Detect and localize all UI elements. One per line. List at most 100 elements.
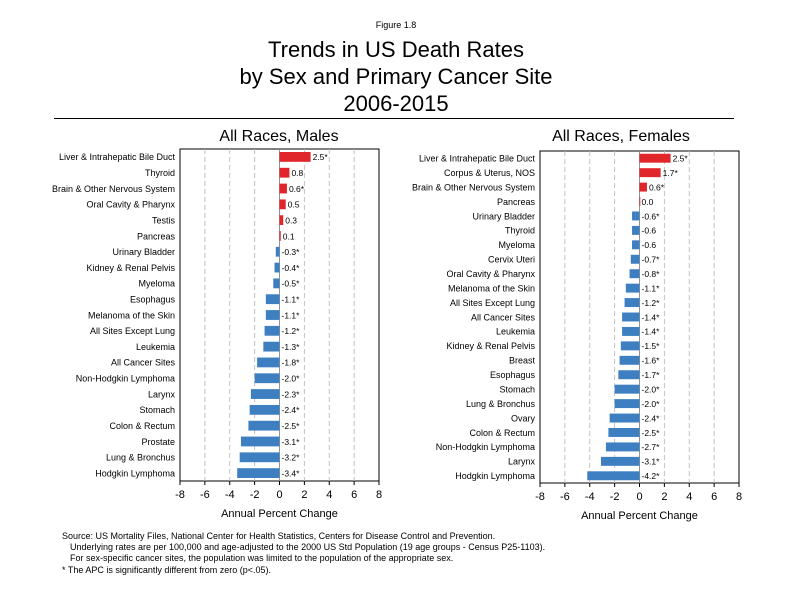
figure-label: Figure 1.8 (375, 20, 417, 30)
females-value-label: -1.1* (642, 283, 661, 293)
males-category-label: Hodgkin Lymphoma (95, 468, 175, 478)
males-value-label: -2.3* (282, 389, 301, 399)
males-value-label: -2.4* (282, 405, 301, 415)
males-value-label: 0.3 (285, 215, 297, 225)
title-line-3: 2006-2015 (343, 91, 449, 116)
males-x-axis-label: Annual Percent Change (221, 508, 338, 520)
males-x-tick-label: 6 (351, 489, 357, 501)
males-value-label: -0.4* (282, 263, 301, 273)
males-x-tick-label: 8 (376, 489, 382, 501)
males-category-label: Liver & Intrahepatic Bile Duct (59, 152, 176, 162)
males-category-label: Prostate (141, 437, 175, 447)
males-category-label: Urinary Bladder (112, 247, 175, 257)
males-bar (279, 215, 284, 226)
males-bar (274, 262, 280, 273)
males-category-label: Colon & Rectum (109, 421, 175, 431)
males-category-label: Thyroid (145, 168, 175, 178)
males-value-label: -1.2* (282, 326, 301, 336)
males-category-label: Esophagus (130, 294, 176, 304)
females-value-label: -2.5* (642, 428, 661, 438)
males-bar (257, 357, 280, 368)
males-bar (279, 231, 281, 241)
males-x-tick-label: -8 (175, 489, 185, 501)
females-value-label: 0.0 (642, 197, 654, 207)
females-bar (622, 312, 640, 322)
males-bar (263, 341, 280, 352)
males-category-label: Oral Cavity & Pharynx (86, 200, 175, 210)
males-category-label: Lung & Bronchus (106, 453, 176, 463)
page-title: Trends in US Death Rates by Sex and Prim… (0, 36, 792, 117)
males-bar (250, 389, 280, 399)
females-value-label: -3.1* (642, 457, 661, 467)
males-bar (279, 183, 287, 194)
females-x-tick-label: -8 (535, 491, 545, 503)
females-value-label: -2.0* (642, 399, 661, 409)
males-category-label: Melanoma of the Skin (88, 310, 175, 320)
females-value-label: -2.4* (642, 413, 661, 423)
females-x-tick-label: 6 (711, 491, 717, 503)
females-x-tick-label: 2 (661, 491, 667, 503)
males-value-label: 0.8 (291, 168, 303, 178)
females-bar (624, 298, 640, 308)
females-value-label: -1.4* (642, 327, 661, 337)
males-value-label: 0.6* (289, 184, 305, 194)
females-category-label: Urinary Bladder (472, 211, 535, 221)
males-value-label: -3.2* (282, 453, 301, 463)
males-x-tick-label: 4 (326, 489, 332, 501)
males-category-label: Leukemia (136, 342, 175, 352)
males-value-label: -1.3* (282, 342, 301, 352)
males-bar (265, 310, 280, 320)
females-category-label: Corpus & Uterus, NOS (444, 168, 535, 178)
males-category-label: All Sites Except Lung (90, 326, 175, 336)
females-value-label: -2.0* (642, 384, 661, 394)
males-value-label: -0.3* (282, 247, 301, 257)
females-value-label: -2.7* (642, 442, 661, 452)
females-bar (587, 471, 640, 481)
males-bar (279, 152, 311, 162)
males-category-label: Brain & Other Nervous System (52, 184, 175, 194)
females-x-axis-label: Annual Percent Change (581, 510, 698, 522)
females-x-tick-label: 8 (736, 491, 742, 503)
males-value-label: -3.4* (282, 468, 301, 478)
females-category-label: Larynx (508, 457, 536, 467)
females-x-tick-label: 0 (636, 491, 642, 503)
females-bar (639, 153, 671, 163)
males-x-tick-label: 2 (301, 489, 307, 501)
females-bar (600, 456, 640, 466)
females-category-label: Stomach (499, 384, 535, 394)
females-category-label: Thyroid (505, 226, 535, 236)
males-category-label: Myeloma (138, 279, 175, 289)
males-bar (248, 420, 280, 431)
females-value-label: -4.2* (642, 471, 661, 481)
females-category-label: All Cancer Sites (471, 312, 536, 322)
females-category-label: Kidney & Renal Pelvis (446, 341, 535, 351)
males-bar (265, 294, 280, 305)
females-category-label: Myeloma (498, 240, 535, 250)
females-category-label: Lung & Bronchus (466, 399, 536, 409)
females-bar (618, 370, 640, 380)
females-value-label: -1.7* (642, 370, 661, 380)
females-value-label: -1.2* (642, 298, 661, 308)
females-x-tick-label: -4 (585, 491, 595, 503)
females-value-label: 0.6* (649, 182, 665, 192)
footnote-rates: Underlying rates are per 100,000 and age… (70, 542, 546, 553)
males-value-label: -2.5* (282, 421, 301, 431)
footnote-source: Source: US Mortality Files, National Cen… (62, 531, 496, 541)
title-line-2: by Sex and Primary Cancer Site (239, 64, 553, 89)
females-category-label: Non-Hodgkin Lymphoma (436, 442, 535, 452)
males-category-label: All Cancer Sites (111, 358, 176, 368)
males-x-tick-label: 0 (276, 489, 282, 501)
title-divider (54, 118, 734, 119)
females-value-label: -1.4* (642, 312, 661, 322)
males-panel-title: All Races, Males (219, 128, 338, 145)
females-bar (639, 182, 647, 192)
females-panel-title: All Races, Females (552, 128, 690, 145)
males-value-label: -2.0* (282, 374, 301, 384)
females-bar (639, 197, 641, 206)
females-bar (632, 225, 640, 235)
females-value-label: -0.6* (642, 211, 661, 221)
females-bar (625, 283, 640, 293)
females-category-label: Esophagus (490, 370, 536, 380)
males-category-label: Testis (152, 215, 176, 225)
females-value-label: -1.5* (642, 341, 661, 351)
